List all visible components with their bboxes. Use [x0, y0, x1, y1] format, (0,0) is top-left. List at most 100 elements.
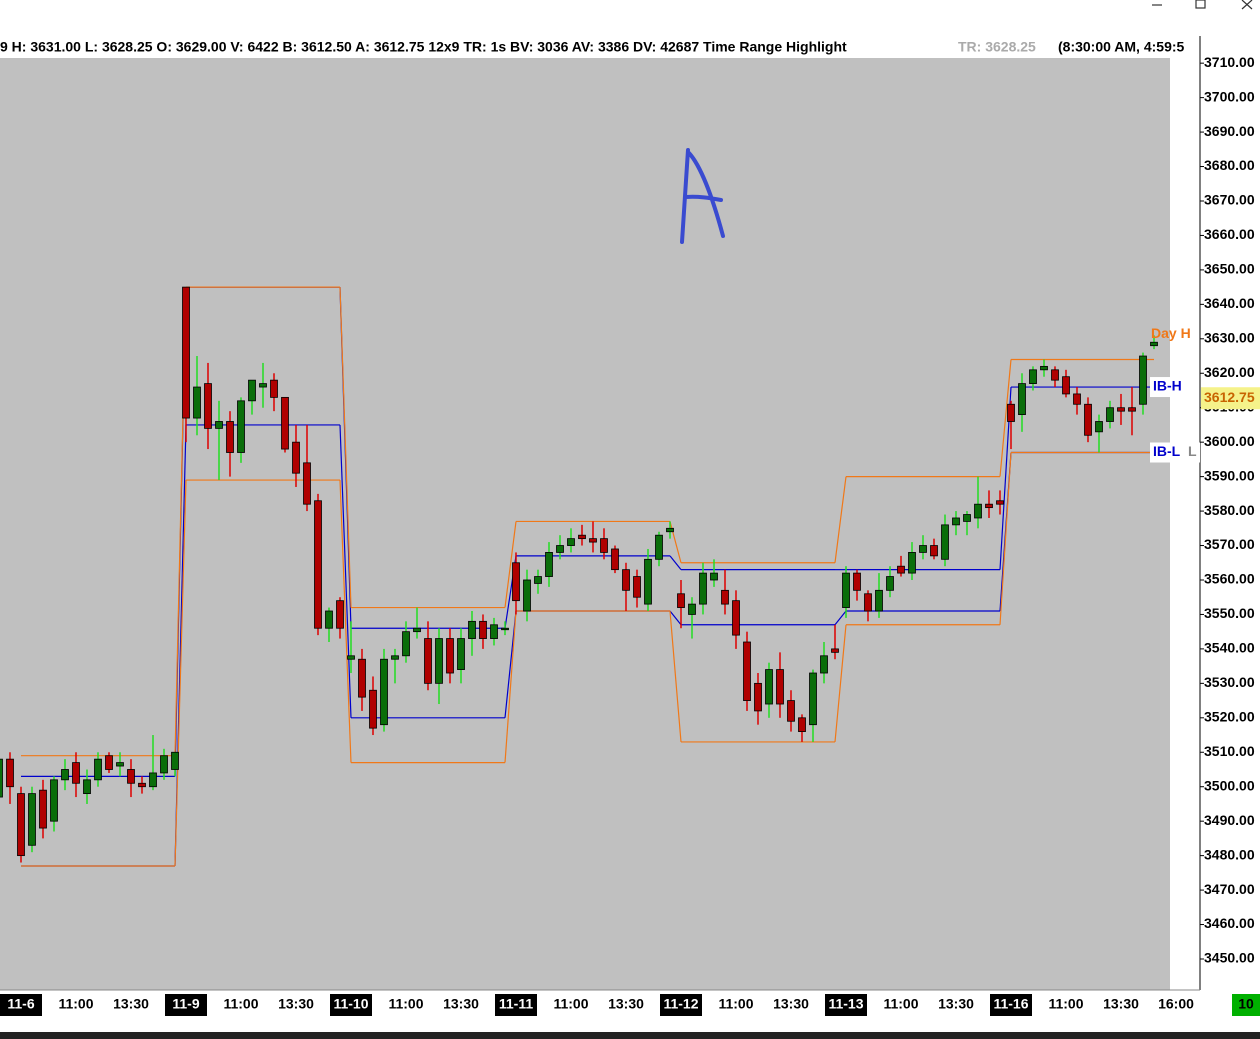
candle-body	[270, 379, 278, 398]
candle-body	[556, 545, 564, 553]
candle-body	[149, 772, 157, 788]
y-tick-label: 3650.00	[1204, 261, 1255, 277]
candle-body	[160, 755, 168, 774]
candle-body	[765, 669, 773, 705]
restore-button[interactable]	[1195, 0, 1206, 9]
candle-body	[116, 762, 124, 767]
ib-high-label: IB-H	[1153, 378, 1182, 394]
y-tick-label: 3640.00	[1204, 295, 1255, 311]
candle-body	[1128, 407, 1136, 412]
candle-body	[457, 638, 465, 670]
x-tick-label: 11-16	[993, 996, 1028, 1012]
candle-body	[545, 552, 553, 577]
candle-body	[996, 500, 1004, 505]
ib-high-label-bg	[1150, 377, 1188, 398]
plot-area	[0, 58, 1170, 990]
candle-body	[864, 593, 872, 612]
x-tick-label: 11-11	[499, 996, 533, 1012]
candle-body	[325, 610, 333, 629]
last-price-label: 3612.75	[1204, 389, 1255, 405]
y-tick-label: 3530.00	[1204, 674, 1255, 690]
session-connector	[834, 624, 847, 742]
candle-body	[743, 641, 751, 701]
candle-body	[204, 383, 212, 429]
x-tick-label: 11-9	[172, 996, 199, 1012]
candle-body	[138, 782, 146, 788]
candle-body	[512, 562, 520, 602]
candle-body	[963, 514, 971, 522]
y-tick-label: 3490.00	[1204, 812, 1255, 828]
candle-body	[182, 286, 190, 419]
candle-body	[611, 548, 619, 571]
candle-body	[501, 627, 509, 631]
session-connector	[174, 480, 187, 866]
candle-body	[897, 565, 905, 574]
x-tick-label: 11:00	[718, 996, 753, 1012]
candle-body	[1084, 403, 1092, 436]
candle-body	[17, 793, 25, 857]
status-bar	[0, 1032, 1260, 1039]
candle-body	[94, 758, 102, 781]
candle-body	[1095, 421, 1103, 433]
day-high-label: Day H	[1151, 325, 1191, 341]
y-tick-label: 3660.00	[1204, 226, 1255, 242]
candle-body	[435, 638, 443, 684]
x-tick-label: 11:00	[553, 996, 588, 1012]
candle-body	[666, 527, 674, 533]
candle-body	[336, 600, 344, 629]
candle-body	[215, 421, 223, 429]
candle-body	[1073, 393, 1081, 405]
candle-body	[391, 655, 399, 660]
candle-body	[820, 655, 828, 674]
candle-body	[479, 620, 487, 639]
candle-body	[908, 552, 916, 574]
x-tick-label: 11:00	[388, 996, 423, 1012]
x-tick-label: 11:00	[223, 996, 258, 1012]
candle-body	[1106, 407, 1114, 422]
header-range: (8:30:00 AM, 4:59:5	[1058, 39, 1185, 55]
y-tick-label: 3550.00	[1204, 605, 1255, 621]
session-connector	[504, 610, 517, 763]
title-bar	[0, 0, 1260, 36]
y-tick-label: 3680.00	[1204, 157, 1255, 173]
x-day-label-bg	[660, 994, 702, 1016]
candle-body	[248, 379, 256, 402]
y-tick-label: 3500.00	[1204, 777, 1255, 793]
candle-body	[853, 572, 861, 591]
candle-body	[633, 576, 641, 598]
candle-body	[787, 700, 795, 722]
candle-body	[677, 593, 685, 608]
x-day-label-bg	[990, 994, 1032, 1016]
candle-body	[1029, 369, 1037, 384]
candle-body	[721, 589, 729, 605]
session-connector	[999, 452, 1012, 625]
x-tick-label: 13:30	[113, 996, 149, 1012]
candle-body	[842, 572, 850, 608]
x-tick-label: 11-6	[7, 996, 34, 1012]
hand-drawn-annotation	[680, 148, 725, 244]
x-tick-label: 11:00	[1048, 996, 1083, 1012]
close-button[interactable]	[1241, 0, 1253, 10]
candle-body	[732, 600, 740, 636]
y-tick-label: 3520.00	[1204, 709, 1255, 725]
session-connector	[669, 555, 682, 571]
candle-body	[292, 441, 300, 474]
candle-body	[468, 620, 476, 639]
candle-body	[831, 648, 839, 653]
x-tick-label: 11:00	[883, 996, 918, 1012]
candle-body	[688, 603, 696, 615]
y-tick-label: 3700.00	[1204, 88, 1255, 104]
candle-body	[171, 751, 179, 770]
session-connector	[834, 476, 847, 563]
session-connector	[339, 287, 352, 608]
y-tick-label: 3540.00	[1204, 640, 1255, 656]
candle-body	[622, 569, 630, 591]
candle-body	[127, 769, 135, 784]
x-tick-label: 13:30	[773, 996, 809, 1012]
y-tick-label: 3450.00	[1204, 950, 1255, 966]
candle-body	[919, 545, 927, 553]
x-tick-label: 16:00	[1158, 996, 1194, 1012]
candle-body	[83, 779, 91, 795]
